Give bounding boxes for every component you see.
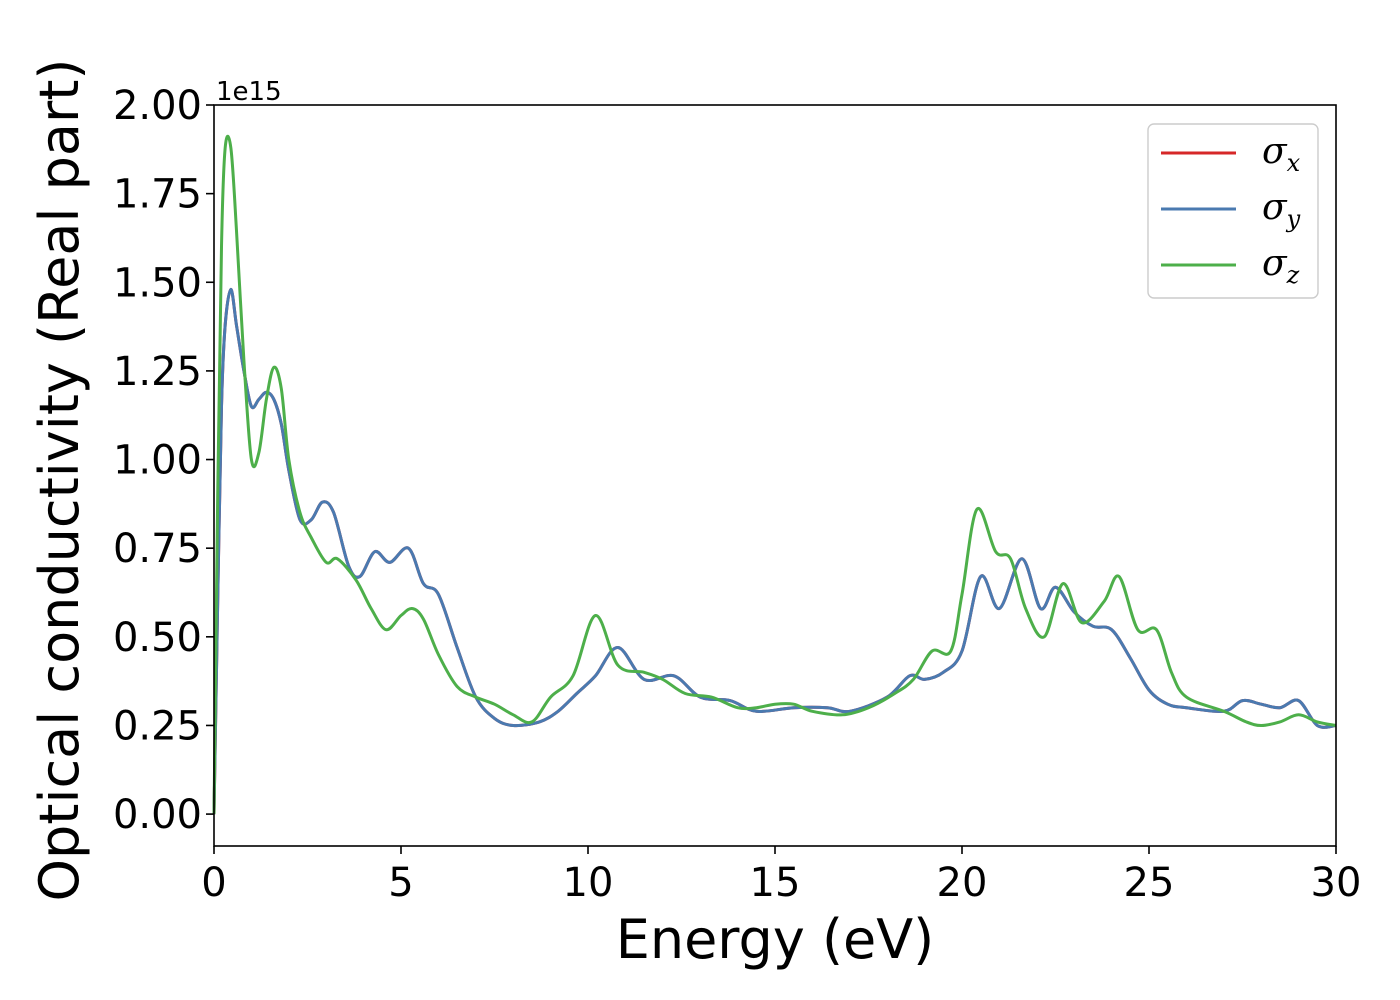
x-tick-label: 10	[563, 860, 614, 906]
y-tick-label: 1.25	[113, 349, 202, 395]
y-tick-label: 0.25	[113, 703, 202, 749]
y-tick-label: 1.75	[113, 172, 202, 218]
y-tick-label: 2.00	[113, 83, 202, 129]
y-offset-label: 1e15	[216, 77, 282, 107]
x-tick-label: 25	[1124, 860, 1175, 906]
x-tick-label: 20	[937, 860, 988, 906]
x-axis-title: Energy (eV)	[616, 908, 935, 971]
y-tick-label: 0.75	[113, 526, 202, 572]
y-tick-label: 1.50	[113, 260, 202, 306]
series-layer	[212, 134, 1337, 815]
x-axis-ticks: 0 5 10 15 20 25 30	[201, 846, 1361, 906]
y-tick-label: 1.00	[113, 438, 202, 484]
y-tick-label: 0.00	[113, 792, 202, 838]
x-tick-label: 30	[1311, 860, 1362, 906]
x-tick-label: 15	[750, 860, 801, 906]
y-axis-ticks: 0.00 0.25 0.50 0.75 1.00 1.25 1.50 1.75 2.00	[113, 83, 214, 838]
x-tick-label: 0	[201, 860, 226, 906]
x-tick-label: 5	[388, 860, 413, 906]
y-tick-label: 0.50	[113, 615, 202, 661]
series-line-z	[212, 134, 1337, 815]
series-line-y	[212, 287, 1337, 815]
legend-frame	[1147, 123, 1319, 299]
series-line-x	[212, 287, 1337, 815]
y-axis-title: Optical conductivity (Real part)	[28, 59, 91, 902]
